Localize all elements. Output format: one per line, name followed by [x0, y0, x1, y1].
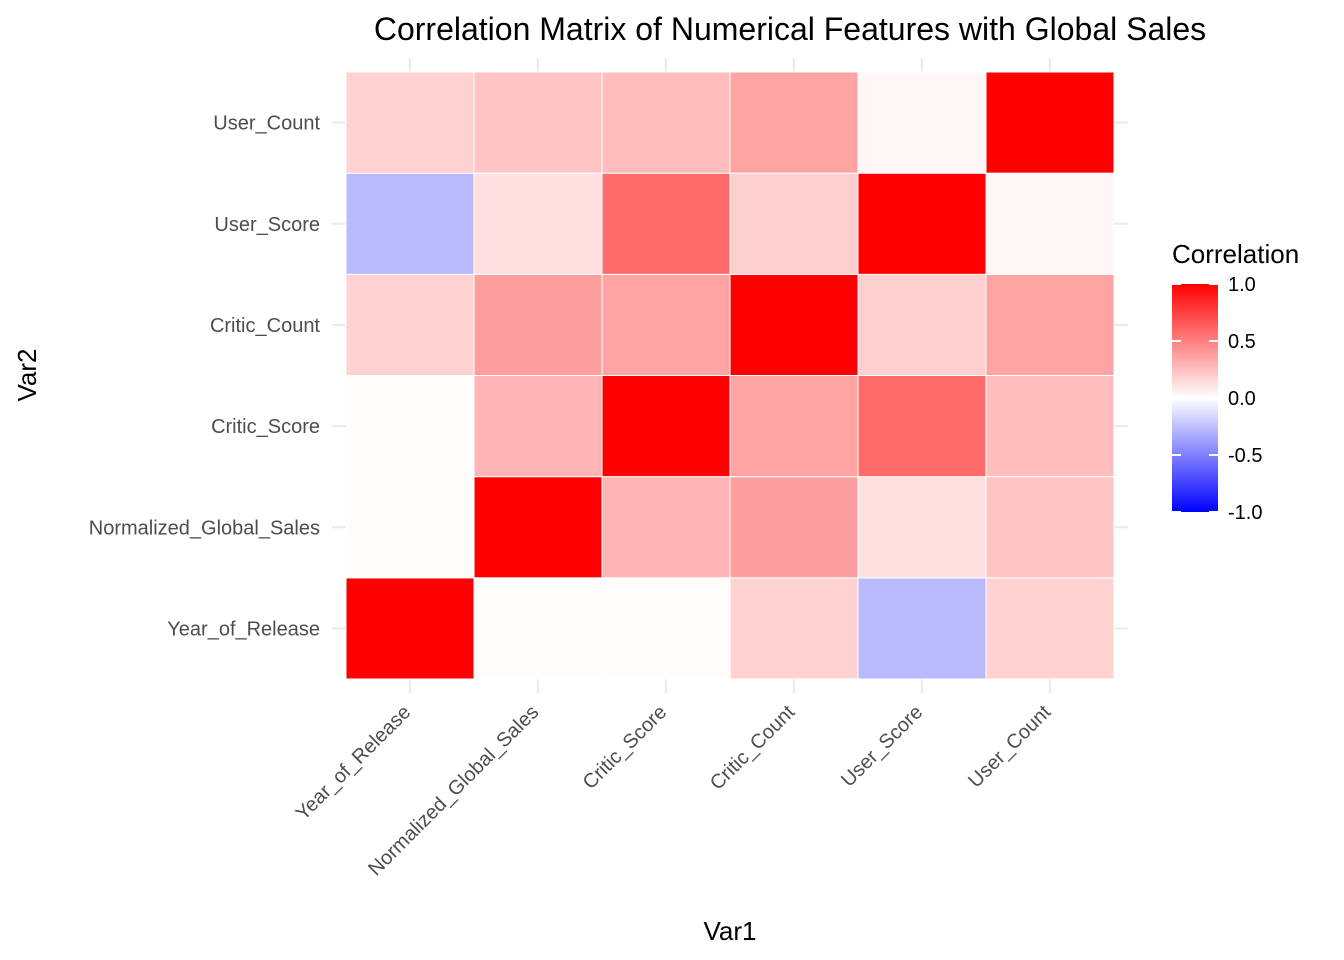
y-tick-label: User_Score — [214, 214, 320, 236]
y-tick-label: Critic_Count — [210, 315, 320, 337]
heatmap-cell — [345, 375, 475, 478]
legend-title: Correlation — [1172, 239, 1299, 269]
heatmap-cell — [857, 375, 987, 478]
heatmap-cell — [985, 172, 1115, 275]
heatmap-cell — [473, 273, 603, 377]
heatmap-cell — [857, 577, 987, 680]
heatmap-cell — [601, 172, 731, 275]
y-tick-label: User_Count — [213, 113, 320, 135]
heatmap-cell — [857, 476, 987, 579]
heatmap-cell — [985, 71, 1115, 174]
heatmap-cell — [473, 577, 603, 680]
x-tick-label: Year_of_Release — [292, 701, 416, 825]
heatmap-cell — [345, 71, 475, 174]
heatmap-cell — [857, 71, 987, 174]
heatmap-cell — [473, 375, 603, 478]
heatmap-cell — [473, 476, 603, 579]
heatmap-cell — [729, 577, 859, 680]
heatmap-cell — [729, 273, 859, 377]
heatmap-cells — [345, 71, 1115, 680]
x-axis-title: Var1 — [704, 916, 757, 946]
heatmap-cell — [985, 577, 1115, 680]
legend-tick-label: 0.0 — [1228, 388, 1256, 410]
heatmap-cell — [345, 172, 475, 275]
x-tick-label: Critic_Count — [706, 701, 800, 795]
y-tick-label: Year_of_Release — [167, 618, 320, 640]
heatmap-cell — [729, 172, 859, 275]
y-axis-title: Var2 — [12, 349, 42, 402]
legend-tick-label: 1.0 — [1228, 274, 1256, 296]
heatmap-cell — [473, 172, 603, 275]
legend-tick-label: -0.5 — [1228, 445, 1262, 467]
legend-ticks: 1.0 0.5 0.0 -0.5 -1.0 — [1172, 274, 1262, 524]
heatmap-cell — [345, 476, 475, 579]
x-tick-label: User_Count — [964, 701, 1055, 792]
heatmap-cell — [729, 476, 859, 579]
heatmap-cell — [729, 71, 859, 174]
y-tick-label: Normalized_Global_Sales — [89, 517, 320, 539]
chart-title: Correlation Matrix of Numerical Features… — [374, 11, 1206, 47]
heatmap-cell — [985, 375, 1115, 478]
y-tick-labels: Year_of_Release Normalized_Global_Sales Cr… — [89, 113, 321, 641]
x-tick-label: Critic_Score — [579, 701, 672, 794]
heatmap-cell — [857, 172, 987, 275]
heatmap-cell — [345, 577, 475, 680]
heatmap-cell — [601, 273, 731, 377]
heatmap-cell — [601, 375, 731, 478]
legend-tick-label: -1.0 — [1228, 502, 1262, 524]
heatmap-cell — [601, 577, 731, 680]
legend-tick-label: 0.5 — [1228, 331, 1256, 353]
heatmap-cell — [601, 476, 731, 579]
heatmap-cell — [345, 273, 475, 377]
heatmap-cell — [857, 273, 987, 377]
heatmap-cell — [985, 273, 1115, 377]
heatmap-cell — [729, 375, 859, 478]
heatmap-cell — [601, 71, 731, 174]
y-tick-label: Critic_Score — [211, 416, 320, 438]
heatmap-cell — [985, 476, 1115, 579]
x-tick-label: User_Score — [837, 701, 927, 791]
heatmap-cell — [473, 71, 603, 174]
legend: Correlation 1.0 0.5 0.0 -0.5 -1.0 — [1172, 239, 1299, 524]
